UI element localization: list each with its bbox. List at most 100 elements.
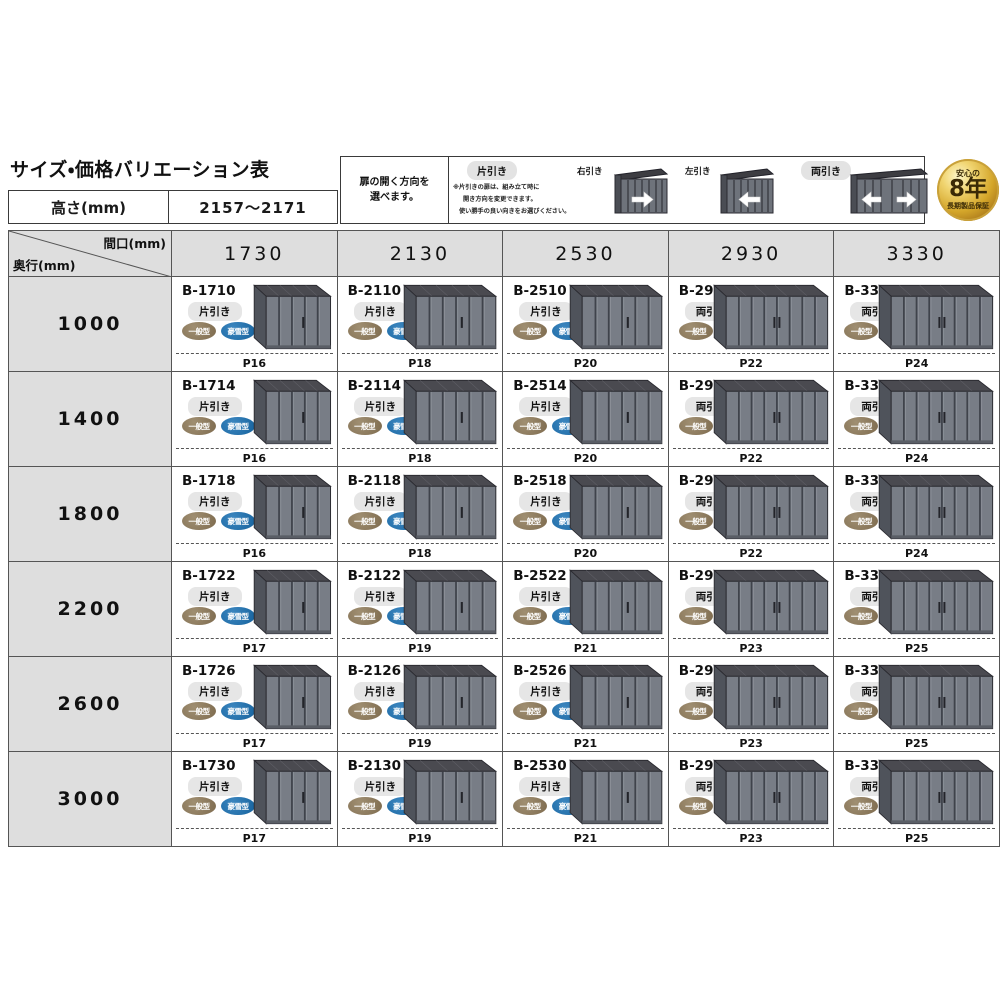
cell-divider <box>672 543 830 544</box>
product-cell-B-1710[interactable]: B-1710 片引き 一般型 豪雪型 P16 <box>171 276 338 372</box>
right-slide-label: 右引き <box>577 167 603 177</box>
door-type-label: 片引き <box>519 777 573 796</box>
row-header-1400: 1400 <box>8 371 172 467</box>
product-cell-inner: B-2514 片引き 一般型 豪雪型 P20 <box>503 372 668 466</box>
product-cell-B-1722[interactable]: B-1722 片引き 一般型 豪雪型 P17 <box>171 561 338 657</box>
cell-divider <box>176 448 333 449</box>
table-row: 1400 B-1714 片引き 一般型 豪雪型 P16 B-2114 片引き 一般型 豪雪型 P18… <box>8 371 1000 467</box>
shed-illustration <box>568 661 664 733</box>
product-cell-inner: B-2918両引き一般型豪雪型P22 <box>669 467 834 561</box>
product-cell-B-3326[interactable]: B-3326両引き一般型多雪型P25 <box>833 656 1000 752</box>
product-cell-B-2522[interactable]: B-2522 片引き 一般型 豪雪型 P21 <box>502 561 669 657</box>
cell-divider <box>838 828 995 829</box>
door-type-label: 片引き <box>519 302 573 321</box>
page-reference: P17 <box>242 737 266 750</box>
left-slide-label: 左引き <box>685 167 711 177</box>
product-cell-B-3314[interactable]: B-3314両引き一般型多雪型P24 <box>833 371 1000 467</box>
product-cell-B-2914[interactable]: B-2914両引き一般型豪雪型P22 <box>667 371 835 467</box>
product-cell-inner: B-2910両引き一般型豪雪型P22 <box>669 277 834 371</box>
page-reference: P19 <box>408 832 432 845</box>
product-cell-inner: B-3318両引き一般型多雪型P24 <box>834 467 999 561</box>
product-cell-inner: B-2930両引き一般型豪雪型P23 <box>669 752 834 846</box>
shed-illustration <box>712 471 830 543</box>
product-cell-B-2118[interactable]: B-2118 片引き 一般型 豪雪型 P18 <box>336 466 504 562</box>
product-cell-inner: B-2518 片引き 一般型 豪雪型 P20 <box>503 467 668 561</box>
page-reference: P19 <box>408 642 432 655</box>
shed-illustration <box>402 566 498 638</box>
cell-divider <box>838 733 995 734</box>
cell-divider <box>838 353 995 354</box>
door-type-label: 片引き <box>353 302 408 321</box>
shed-illustration <box>402 376 498 448</box>
column-header-3330: 3330 <box>833 230 1000 277</box>
type-badge-general: 一般型 <box>182 512 216 530</box>
type-badge-general: 一般型 <box>182 797 216 815</box>
product-cell-inner: B-1726 片引き 一般型 豪雪型 P17 <box>172 657 337 751</box>
warranty-badge-top-text: 安心の <box>956 169 980 179</box>
type-badge-general: 一般型 <box>182 322 216 340</box>
katabiki-pill-label: 片引き <box>467 161 517 180</box>
cell-divider <box>838 638 995 639</box>
door-intro-line2: 選べます。 <box>370 192 419 203</box>
cell-divider <box>672 353 830 354</box>
door-type-label: 片引き <box>353 587 408 606</box>
product-cell-inner: B-2110 片引き 一般型 豪雪型 P18 <box>338 277 503 371</box>
product-cell-B-1726[interactable]: B-1726 片引き 一般型 豪雪型 P17 <box>171 656 338 752</box>
product-cell-B-2918[interactable]: B-2918両引き一般型豪雪型P22 <box>667 466 835 562</box>
product-cell-B-2114[interactable]: B-2114 片引き 一般型 豪雪型 P18 <box>336 371 504 467</box>
shed-illustration <box>402 471 498 543</box>
product-cell-B-2526[interactable]: B-2526 片引き 一般型 豪雪型 P21 <box>502 656 669 752</box>
shed-illustration <box>402 661 498 733</box>
product-cell-B-2514[interactable]: B-2514 片引き 一般型 豪雪型 P20 <box>502 371 669 467</box>
door-type-label: 片引き <box>519 397 573 416</box>
height-label: 高さ(mm) <box>9 191 169 223</box>
shed-illustration <box>402 756 498 828</box>
page-reference: P16 <box>242 357 266 370</box>
product-cell-B-2530[interactable]: B-2530 片引き 一般型 豪雪型 P21 <box>502 751 669 847</box>
page-reference: P17 <box>242 832 266 845</box>
product-cell-B-2910[interactable]: B-2910両引き一般型豪雪型P22 <box>667 276 835 372</box>
cell-divider <box>672 638 830 639</box>
shed-illustration <box>877 661 995 733</box>
product-cell-B-3310[interactable]: B-3310両引き一般型多雪型P24 <box>833 276 1000 372</box>
shed-illustration <box>877 566 995 638</box>
warranty-badge: 安心の 8年 長期製品保証 <box>935 156 1000 224</box>
type-badge-general: 一般型 <box>844 322 879 340</box>
shed-illustration <box>252 756 333 828</box>
product-cell-B-1714[interactable]: B-1714 片引き 一般型 豪雪型 P16 <box>171 371 338 467</box>
product-cell-inner: B-3314両引き一般型多雪型P24 <box>834 372 999 466</box>
product-cell-B-2930[interactable]: B-2930両引き一般型豪雪型P23 <box>667 751 835 847</box>
product-cell-B-3322[interactable]: B-3322両引き一般型多雪型P25 <box>833 561 1000 657</box>
type-badge-general: 一般型 <box>513 322 548 340</box>
product-cell-B-2110[interactable]: B-2110 片引き 一般型 豪雪型 P18 <box>336 276 504 372</box>
cell-divider <box>672 733 830 734</box>
cell-divider <box>838 543 995 544</box>
type-badge-general: 一般型 <box>844 607 879 625</box>
product-cell-inner: B-2130 片引き 一般型 豪雪型 P19 <box>338 752 503 846</box>
product-cell-B-1718[interactable]: B-1718 片引き 一般型 豪雪型 P16 <box>171 466 338 562</box>
type-badge-general: 一般型 <box>182 607 216 625</box>
product-cell-B-3318[interactable]: B-3318両引き一般型多雪型P24 <box>833 466 1000 562</box>
type-badge-general: 一般型 <box>182 702 216 720</box>
shed-illustration <box>252 281 333 353</box>
shed-illustration <box>712 566 830 638</box>
product-cell-B-2926[interactable]: B-2926両引き一般型豪雪型P23 <box>667 656 835 752</box>
page-reference: P23 <box>739 737 763 750</box>
shed-illustration <box>568 376 664 448</box>
product-cell-inner: B-3326両引き一般型多雪型P25 <box>834 657 999 751</box>
product-cell-B-2922[interactable]: B-2922両引き一般型豪雪型P23 <box>667 561 835 657</box>
cell-divider <box>672 828 830 829</box>
door-type-label: 片引き <box>519 587 573 606</box>
product-cell-B-2126[interactable]: B-2126 片引き 一般型 豪雪型 P19 <box>336 656 504 752</box>
product-cell-B-3330[interactable]: B-3330両引き一般型多雪型P25 <box>833 751 1000 847</box>
product-cell-B-2122[interactable]: B-2122 片引き 一般型 豪雪型 P19 <box>336 561 504 657</box>
product-cell-B-2518[interactable]: B-2518 片引き 一般型 豪雪型 P20 <box>502 466 669 562</box>
product-code: B-2510 <box>513 283 567 299</box>
product-cell-B-1730[interactable]: B-1730 片引き 一般型 豪雪型 P17 <box>171 751 338 847</box>
page-reference: P23 <box>739 832 763 845</box>
product-code: B-2130 <box>347 758 402 774</box>
type-badge-general: 一般型 <box>513 607 548 625</box>
row-header-1800: 1800 <box>8 466 172 562</box>
product-cell-B-2130[interactable]: B-2130 片引き 一般型 豪雪型 P19 <box>336 751 504 847</box>
product-cell-B-2510[interactable]: B-2510 片引き 一般型 豪雪型 P20 <box>502 276 669 372</box>
